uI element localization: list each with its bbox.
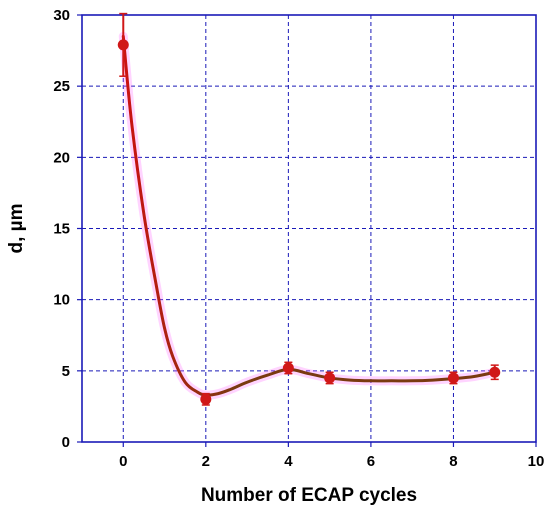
y-tick-label: 20 bbox=[53, 149, 70, 166]
y-tick-label: 0 bbox=[62, 434, 70, 451]
data-point bbox=[117, 12, 129, 77]
trend-curve-glow bbox=[118, 31, 500, 400]
y-tick-label: 25 bbox=[53, 78, 70, 95]
data-point-marker bbox=[489, 366, 501, 378]
data-point-marker bbox=[282, 362, 294, 374]
data-point-marker bbox=[117, 39, 129, 51]
y-tick-label: 15 bbox=[53, 221, 70, 238]
y-tick-label: 5 bbox=[62, 363, 70, 380]
data-markers bbox=[117, 12, 501, 406]
x-tick-label: 10 bbox=[528, 453, 545, 470]
grid-lines bbox=[82, 15, 536, 442]
data-point bbox=[200, 392, 212, 406]
x-axis-label: Number of ECAP cycles bbox=[201, 485, 417, 506]
trend-curve-line bbox=[121, 34, 497, 397]
data-point-marker bbox=[324, 372, 336, 384]
x-tick-label: 2 bbox=[202, 453, 210, 470]
y-axis-label: d, µm bbox=[6, 203, 27, 253]
data-point bbox=[282, 361, 294, 375]
y-tick-label: 10 bbox=[53, 292, 70, 309]
trend-curve bbox=[118, 31, 500, 400]
data-point bbox=[447, 371, 459, 385]
x-tick-label: 6 bbox=[367, 453, 375, 470]
x-tick-label: 0 bbox=[119, 453, 127, 470]
x-tick-label: 4 bbox=[284, 453, 293, 470]
data-point-marker bbox=[200, 393, 212, 405]
data-point bbox=[324, 371, 336, 385]
data-point-marker bbox=[447, 372, 459, 384]
x-tick-label: 8 bbox=[449, 453, 457, 470]
data-point bbox=[489, 364, 501, 381]
tick-labels: 0 2 4 6 8 10 0 5 10 15 20 25 30 bbox=[53, 7, 544, 470]
y-tick-label: 30 bbox=[53, 7, 70, 24]
